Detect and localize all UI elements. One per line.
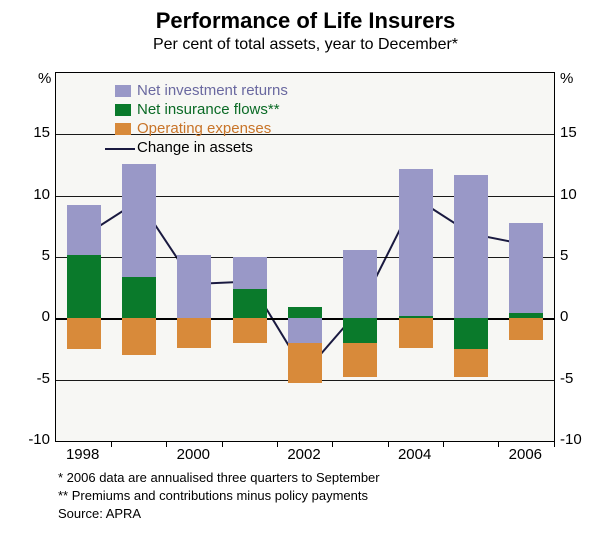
bar-net_investment (343, 250, 377, 319)
x-tick-mark (498, 441, 499, 447)
ytick-right: 10 (560, 186, 577, 203)
xtick: 2006 (500, 446, 550, 463)
ytick-left: 5 (20, 247, 50, 264)
ytick-right: 0 (560, 308, 568, 325)
ytick-right: 15 (560, 124, 577, 141)
x-tick-mark (443, 441, 444, 447)
bar-net_insurance (67, 255, 101, 319)
bar-op_expenses (177, 318, 211, 347)
xtick: 1998 (58, 446, 108, 463)
ytick-left: 15 (20, 124, 50, 141)
legend-label-change_assets: Change in assets (137, 139, 253, 156)
bar-net_investment (67, 205, 101, 254)
bar-op_expenses (122, 318, 156, 355)
bar-op_expenses (509, 318, 543, 340)
bar-net_insurance (343, 318, 377, 343)
ytick-left: 0 (20, 308, 50, 325)
legend-swatch-net_insurance (115, 104, 131, 116)
x-tick-mark (111, 441, 112, 447)
x-tick-mark (166, 441, 167, 447)
xtick: 2004 (390, 446, 440, 463)
bar-net_investment (399, 169, 433, 316)
bar-op_expenses (343, 343, 377, 377)
bar-net_insurance (454, 318, 488, 349)
legend-label-op_expenses: Operating expenses (137, 120, 271, 137)
bar-net_investment (233, 257, 267, 289)
bar-net_investment (509, 223, 543, 314)
bar-net_insurance (288, 307, 322, 318)
legend-label-net_investment: Net investment returns (137, 82, 288, 99)
bar-net_investment (454, 175, 488, 319)
ytick-left: -5 (20, 370, 50, 387)
y-unit-left: % (38, 70, 51, 87)
x-tick-mark (554, 441, 555, 447)
footnote-3: Source: APRA (58, 506, 141, 521)
legend-label-net_insurance: Net insurance flows** (137, 101, 280, 118)
ytick-right: 5 (560, 247, 568, 264)
y-unit-right: % (560, 70, 573, 87)
chart-title: Performance of Life Insurers (0, 0, 611, 34)
bar-op_expenses (288, 343, 322, 383)
footnote-1: * 2006 data are annualised three quarter… (58, 470, 380, 485)
chart-subtitle: Per cent of total assets, year to Decemb… (0, 36, 611, 54)
ytick-right: -10 (560, 431, 582, 448)
x-tick-mark (277, 441, 278, 447)
ytick-left: 10 (20, 186, 50, 203)
bar-op_expenses (233, 318, 267, 343)
xtick: 2002 (279, 446, 329, 463)
bar-net_investment (122, 164, 156, 277)
legend-swatch-op_expenses (115, 123, 131, 135)
x-tick-mark (388, 441, 389, 447)
ytick-left: -10 (20, 431, 50, 448)
bar-net_investment (177, 255, 211, 319)
bar-op_expenses (399, 318, 433, 347)
ytick-right: -5 (560, 370, 573, 387)
footnote-2: ** Premiums and contributions minus poli… (58, 488, 368, 503)
bar-op_expenses (454, 349, 488, 377)
bar-net_insurance (233, 289, 267, 318)
legend-line-change_assets (105, 148, 135, 150)
legend-swatch-net_investment (115, 85, 131, 97)
x-tick-mark (222, 441, 223, 447)
bar-op_expenses (67, 318, 101, 349)
x-tick-mark (332, 441, 333, 447)
chart-container: Performance of Life Insurers Per cent of… (0, 0, 611, 544)
bar-net_investment (288, 318, 322, 343)
bar-net_insurance (122, 277, 156, 319)
xtick: 2000 (168, 446, 218, 463)
